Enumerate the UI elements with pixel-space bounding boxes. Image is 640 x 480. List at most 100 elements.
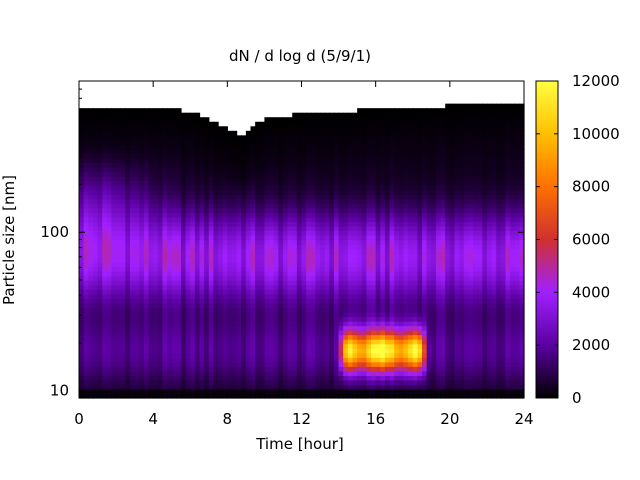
heatmap-cell — [361, 126, 367, 132]
heatmap-cell — [389, 171, 395, 177]
heatmap-cell — [213, 348, 219, 354]
heatmap-cell — [171, 334, 177, 340]
heatmap-cell — [222, 262, 228, 268]
heatmap-cell — [306, 257, 312, 263]
heatmap-cell — [250, 280, 256, 286]
heatmap-cell — [245, 230, 252, 236]
heatmap-cell — [333, 212, 340, 218]
heatmap-cell — [278, 189, 284, 195]
heatmap-cell — [106, 212, 113, 218]
heatmap-cell — [171, 352, 177, 358]
heatmap-cell — [157, 225, 164, 232]
heatmap-cell — [190, 216, 196, 222]
heatmap-cell — [129, 366, 136, 372]
heatmap-cell — [190, 307, 196, 313]
heatmap-cell — [176, 393, 182, 399]
heatmap-cell — [106, 185, 113, 191]
heatmap-cell — [431, 321, 437, 327]
heatmap-cell — [264, 135, 270, 141]
heatmap-cell — [116, 271, 122, 277]
heatmap-cell — [361, 302, 367, 309]
heatmap-cell — [292, 221, 298, 227]
heatmap-cell — [384, 284, 391, 290]
heatmap-cell — [102, 307, 108, 313]
heatmap-cell — [273, 375, 279, 381]
heatmap-cell — [116, 330, 122, 336]
heatmap-cell — [125, 207, 131, 213]
heatmap-cell — [241, 379, 247, 386]
heatmap-cell — [394, 248, 400, 254]
heatmap-cell — [92, 212, 99, 218]
heatmap-cell — [120, 234, 126, 241]
heatmap-cell — [97, 330, 103, 336]
heatmap-cell — [180, 284, 187, 290]
heatmap-cell — [120, 262, 126, 268]
heatmap-cell — [426, 112, 432, 118]
heatmap-cell — [440, 212, 446, 218]
heatmap-cell — [88, 302, 94, 309]
heatmap-cell — [250, 248, 256, 254]
heatmap-cell — [231, 379, 238, 386]
heatmap-cell — [208, 153, 215, 159]
heatmap-cell — [83, 144, 89, 150]
heatmap-cell — [357, 167, 363, 173]
heatmap-cell — [426, 212, 432, 218]
heatmap-cell — [171, 262, 177, 268]
heatmap-cell — [371, 139, 377, 145]
heatmap-cell — [218, 253, 224, 259]
heatmap-cell — [148, 176, 154, 182]
heatmap-cell — [357, 185, 363, 191]
heatmap-cell — [361, 189, 367, 195]
heatmap-cell — [92, 185, 99, 191]
heatmap-cell — [148, 262, 154, 268]
heatmap-cell — [380, 148, 386, 155]
heatmap-cell — [167, 375, 173, 381]
heatmap-cell — [157, 321, 164, 327]
heatmap-cell — [338, 321, 344, 327]
heatmap-cell — [153, 253, 159, 259]
heatmap-cell — [338, 239, 344, 245]
heatmap-cell — [171, 244, 177, 250]
heatmap-cell — [384, 357, 391, 363]
heatmap-cell — [204, 216, 210, 222]
heatmap-cell — [408, 153, 414, 159]
heatmap-cell — [222, 244, 228, 250]
heatmap-cell — [324, 366, 330, 372]
heatmap-cell — [287, 257, 293, 263]
heatmap-cell — [310, 307, 317, 313]
heatmap-cell — [380, 266, 386, 272]
heatmap-cell — [310, 234, 317, 241]
heatmap-cell — [408, 266, 414, 272]
heatmap-cell — [213, 176, 219, 182]
heatmap-cell — [306, 352, 312, 358]
heatmap-cell — [394, 225, 400, 232]
heatmap-cell — [329, 262, 335, 268]
heatmap-cell — [440, 393, 446, 399]
heatmap-cell — [398, 144, 405, 150]
heatmap-cell — [333, 112, 340, 118]
heatmap-cell — [431, 194, 437, 200]
heatmap-cell — [375, 325, 381, 331]
heatmap-cell — [320, 334, 326, 340]
heatmap-cell — [194, 221, 201, 227]
heatmap-cell — [199, 221, 205, 227]
heatmap-cell — [269, 393, 275, 399]
heatmap-cell — [213, 198, 219, 204]
heatmap-cell — [380, 135, 386, 141]
heatmap-cell — [218, 289, 224, 295]
heatmap-cell — [259, 221, 266, 227]
heatmap-cell — [366, 194, 372, 200]
heatmap-cell — [440, 316, 446, 322]
heatmap-cell — [139, 375, 145, 381]
heatmap-cell — [231, 130, 238, 136]
heatmap-cell — [250, 162, 256, 168]
heatmap-cell — [139, 130, 145, 136]
heatmap-cell — [139, 171, 145, 177]
heatmap-cell — [389, 117, 395, 123]
heatmap-cell — [129, 135, 136, 141]
heatmap-cell — [264, 352, 270, 358]
heatmap-cell — [157, 316, 164, 322]
heatmap-cell — [134, 316, 140, 322]
heatmap-cell — [143, 379, 150, 386]
heatmap-cell — [190, 384, 196, 390]
